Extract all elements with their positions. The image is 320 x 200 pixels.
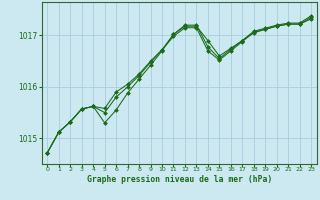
X-axis label: Graphe pression niveau de la mer (hPa): Graphe pression niveau de la mer (hPa)	[87, 175, 272, 184]
